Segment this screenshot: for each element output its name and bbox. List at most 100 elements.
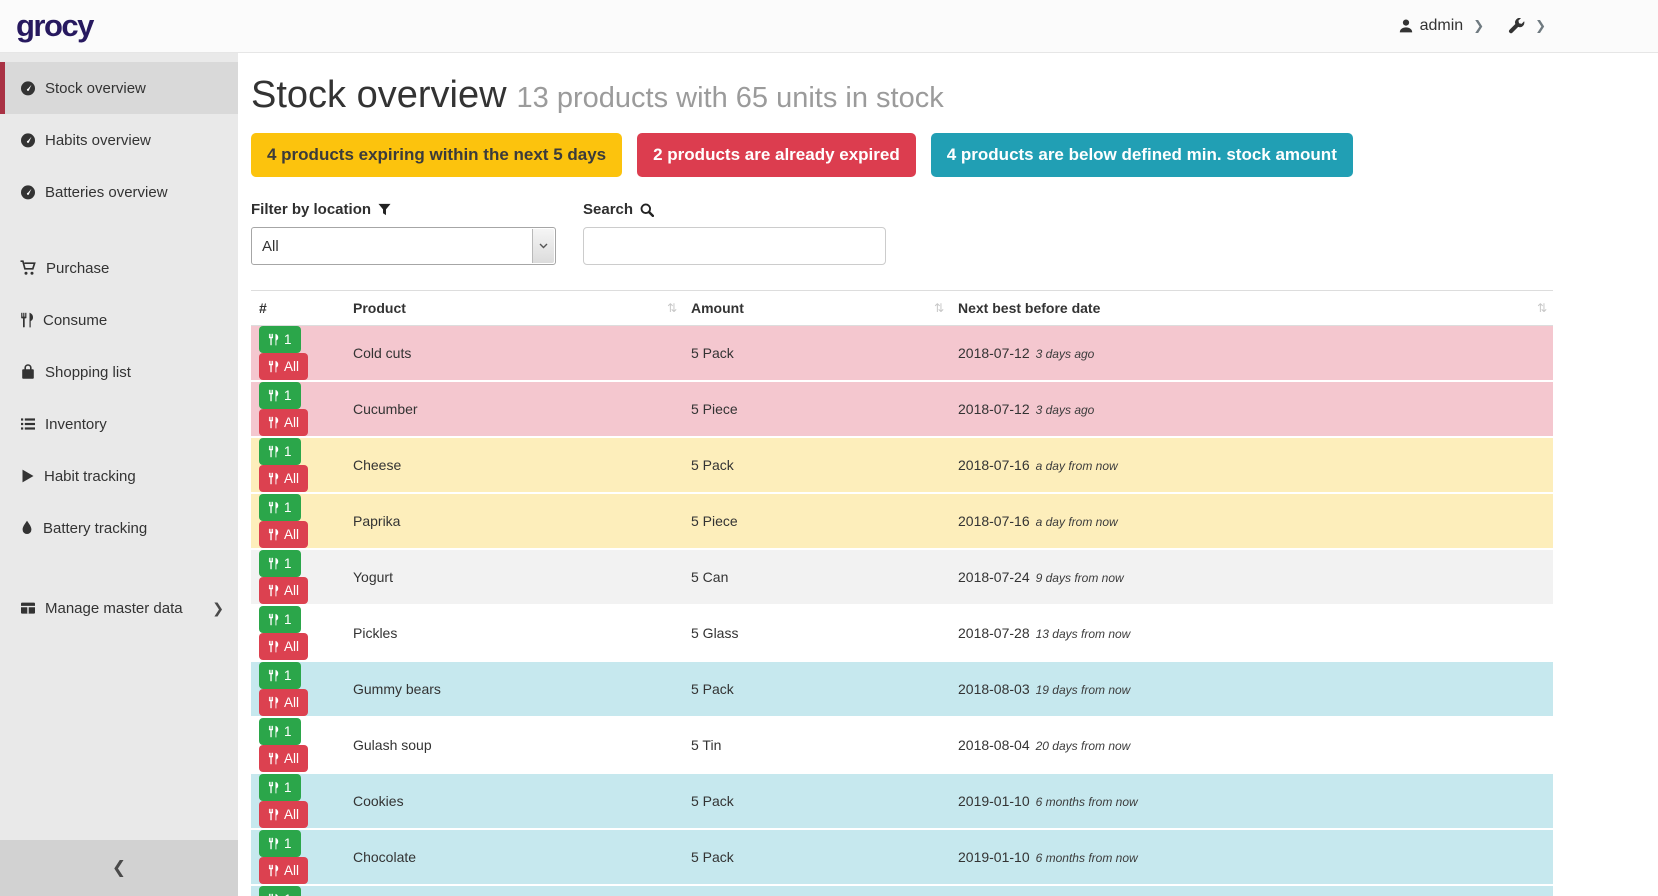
sidebar-item-habits-overview[interactable]: Habits overview bbox=[0, 114, 238, 166]
sort-icon[interactable]: ⇅ bbox=[666, 301, 677, 315]
best-before-date: 2018-08-03 bbox=[958, 681, 1030, 697]
amount-cell: 5 Pack bbox=[683, 829, 950, 886]
consume-all-button[interactable]: All bbox=[259, 801, 309, 828]
consume-all-button[interactable]: All bbox=[259, 353, 309, 380]
best-before-relative: 6 months from now bbox=[1035, 851, 1138, 865]
consume-one-button[interactable]: 1 bbox=[259, 438, 301, 465]
best-before-cell: 2019-01-10 6 months from now bbox=[950, 773, 1553, 830]
amount-cell: 5 Pack bbox=[683, 661, 950, 718]
consume-one-button[interactable]: 1 bbox=[259, 550, 301, 577]
expiring-badge[interactable]: 4 products expiring within the next 5 da… bbox=[251, 133, 623, 177]
sidebar-item-batteries-overview[interactable]: Batteries overview bbox=[0, 166, 238, 218]
search-input[interactable] bbox=[583, 227, 886, 265]
sort-icon[interactable]: ⇅ bbox=[1536, 301, 1547, 315]
best-before-date: 2018-07-12 bbox=[958, 401, 1030, 417]
row-actions-cell: 1 All bbox=[251, 717, 345, 774]
utensils-icon bbox=[268, 669, 279, 682]
column-header-amount[interactable]: Amount ⇅ bbox=[683, 290, 950, 326]
utensils-icon bbox=[268, 528, 279, 541]
consume-all-button[interactable]: All bbox=[259, 745, 309, 772]
row-actions-cell: 1 All bbox=[251, 829, 345, 886]
consume-all-button[interactable]: All bbox=[259, 633, 309, 660]
row-actions-cell: 1 All bbox=[251, 381, 345, 438]
consume-one-button[interactable]: 1 bbox=[259, 494, 301, 521]
location-select[interactable]: All bbox=[251, 227, 556, 265]
best-before-relative: 13 days from now bbox=[1035, 627, 1131, 641]
best-before-cell: 2018-07-24 9 days from now bbox=[950, 549, 1553, 606]
consume-all-button[interactable]: All bbox=[259, 465, 309, 492]
consume-one-button[interactable]: 1 bbox=[259, 382, 301, 409]
row-actions-cell: 1 All bbox=[251, 549, 345, 606]
navbar-right: admin ❯ ❯ bbox=[1398, 17, 1546, 35]
sidebar-item-label: Inventory bbox=[45, 415, 107, 433]
search-group: Search bbox=[583, 201, 886, 265]
amount-cell: 5 Pack bbox=[683, 885, 950, 896]
best-before-relative: 20 days from now bbox=[1035, 739, 1131, 753]
table-row: 1 All Cheese 5 Pack 2018-07-16 a day from… bbox=[251, 437, 1553, 494]
amount-cell: 5 Piece bbox=[683, 493, 950, 550]
consume-all-button[interactable]: All bbox=[259, 857, 309, 884]
sidebar-item-battery-tracking[interactable]: Battery tracking bbox=[0, 502, 238, 554]
best-before-cell: 2018-07-12 3 days ago bbox=[950, 381, 1553, 438]
consume-all-button[interactable]: All bbox=[259, 521, 309, 548]
consume-one-button[interactable]: 1 bbox=[259, 886, 301, 896]
table-row: 1 All Gulash soup 5 Tin 2018-08-04 20 day… bbox=[251, 717, 1553, 774]
search-icon bbox=[640, 203, 655, 217]
below-min-stock-badge[interactable]: 4 products are below defined min. stock … bbox=[930, 133, 1353, 177]
product-cell: Cookies bbox=[345, 773, 683, 830]
sidebar-item-habit-tracking[interactable]: Habit tracking bbox=[0, 450, 238, 502]
username: admin bbox=[1419, 17, 1464, 34]
consume-all-label: All bbox=[284, 807, 300, 822]
consume-one-button[interactable]: 1 bbox=[259, 662, 301, 689]
column-header-number[interactable]: # bbox=[251, 290, 345, 326]
user-icon bbox=[1399, 19, 1412, 33]
table-row: 1 All Cold cuts 5 Pack 2018-07-12 3 days … bbox=[251, 325, 1553, 382]
expired-badge[interactable]: 2 products are already expired bbox=[637, 133, 916, 177]
utensils-icon bbox=[268, 725, 279, 738]
consume-all-button[interactable]: All bbox=[259, 577, 309, 604]
consume-all-button[interactable]: All bbox=[259, 689, 309, 716]
consume-one-button[interactable]: 1 bbox=[259, 606, 301, 633]
top-navbar: grocy admin ❯ ❯ bbox=[0, 0, 1658, 53]
sidebar-item-consume[interactable]: Consume bbox=[0, 294, 238, 346]
utensils-icon bbox=[268, 557, 279, 570]
sidebar-item-manage-master-data[interactable]: Manage master data ❯ bbox=[0, 582, 238, 634]
column-header-best-before[interactable]: Next best before date ⇅ bbox=[950, 290, 1553, 326]
sidebar-item-label: Purchase bbox=[46, 259, 110, 277]
row-actions-cell: 1 All bbox=[251, 605, 345, 662]
table-row: 1 All Crisps 5 Pack 2020-03-052 years fr… bbox=[251, 885, 1553, 896]
consume-one-label: 1 bbox=[284, 444, 292, 459]
consume-one-label: 1 bbox=[284, 332, 292, 347]
sidebar-item-purchase[interactable]: Purchase bbox=[0, 242, 238, 294]
consume-one-button[interactable]: 1 bbox=[259, 830, 301, 857]
sidebar-item-stock-overview[interactable]: Stock overview bbox=[0, 62, 238, 114]
consume-all-label: All bbox=[284, 639, 300, 654]
search-label: Search bbox=[583, 201, 886, 218]
consume-one-button[interactable]: 1 bbox=[259, 774, 301, 801]
stock-table: # Product ⇅ Amount ⇅ Next best before date… bbox=[251, 290, 1553, 896]
utensils-icon bbox=[268, 640, 279, 653]
column-header-product[interactable]: Product ⇅ bbox=[345, 290, 683, 326]
sidebar-item-inventory[interactable]: Inventory bbox=[0, 398, 238, 450]
consume-one-button[interactable]: 1 bbox=[259, 326, 301, 353]
chevron-right-icon[interactable]: ❯ bbox=[1473, 18, 1485, 33]
sidebar-collapse-button[interactable]: ❮ bbox=[0, 840, 238, 896]
best-before-relative: a day from now bbox=[1035, 459, 1118, 473]
settings-menu[interactable] bbox=[1508, 17, 1525, 35]
utensils-icon bbox=[268, 445, 279, 458]
row-actions-cell: 1 All bbox=[251, 773, 345, 830]
consume-one-button[interactable]: 1 bbox=[259, 718, 301, 745]
filter-icon bbox=[378, 203, 391, 216]
shopping-bag-icon bbox=[22, 364, 34, 379]
user-menu[interactable]: admin bbox=[1398, 17, 1464, 35]
table-row: 1 All Chocolate 5 Pack 2019-01-10 6 month… bbox=[251, 829, 1553, 886]
utensils-icon bbox=[21, 312, 34, 328]
sort-icon[interactable]: ⇅ bbox=[933, 301, 944, 315]
chevron-right-icon[interactable]: ❯ bbox=[1535, 18, 1546, 33]
best-before-cell: 2018-07-28 13 days from now bbox=[950, 605, 1553, 662]
chevron-right-icon: ❯ bbox=[212, 599, 224, 616]
sidebar-item-shopping-list[interactable]: Shopping list bbox=[0, 346, 238, 398]
best-before-cell: 2018-07-12 3 days ago bbox=[950, 325, 1553, 382]
consume-all-button[interactable]: All bbox=[259, 409, 309, 436]
product-cell: Gulash soup bbox=[345, 717, 683, 774]
